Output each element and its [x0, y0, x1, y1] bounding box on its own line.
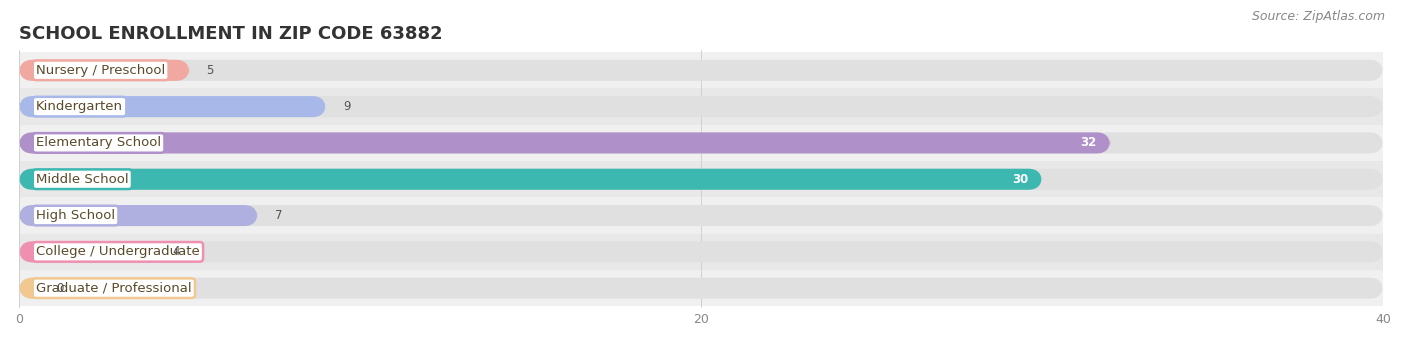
Text: Kindergarten: Kindergarten — [37, 100, 124, 113]
FancyBboxPatch shape — [20, 169, 1042, 190]
Text: Nursery / Preschool: Nursery / Preschool — [37, 64, 166, 77]
Text: 5: 5 — [207, 64, 214, 77]
Bar — [20, 52, 1384, 88]
FancyBboxPatch shape — [20, 96, 1384, 117]
Text: Graduate / Professional: Graduate / Professional — [37, 282, 191, 295]
Text: SCHOOL ENROLLMENT IN ZIP CODE 63882: SCHOOL ENROLLMENT IN ZIP CODE 63882 — [20, 25, 443, 43]
Text: 4: 4 — [173, 246, 180, 258]
Text: 32: 32 — [1080, 136, 1097, 149]
Text: Middle School: Middle School — [37, 173, 129, 186]
FancyBboxPatch shape — [20, 169, 1384, 190]
Text: 9: 9 — [343, 100, 350, 113]
Text: Elementary School: Elementary School — [37, 136, 162, 149]
Bar — [20, 125, 1384, 161]
Text: 30: 30 — [1012, 173, 1028, 186]
FancyBboxPatch shape — [20, 241, 1384, 262]
FancyBboxPatch shape — [20, 278, 1384, 299]
Text: Source: ZipAtlas.com: Source: ZipAtlas.com — [1251, 10, 1385, 23]
FancyBboxPatch shape — [20, 132, 1384, 153]
FancyBboxPatch shape — [20, 60, 190, 81]
FancyBboxPatch shape — [20, 60, 1384, 81]
Bar — [20, 234, 1384, 270]
Bar — [20, 270, 1384, 306]
FancyBboxPatch shape — [20, 205, 1384, 226]
Text: 0: 0 — [56, 282, 63, 295]
Bar — [20, 197, 1384, 234]
Text: 7: 7 — [274, 209, 283, 222]
FancyBboxPatch shape — [20, 96, 326, 117]
FancyBboxPatch shape — [20, 205, 257, 226]
Text: High School: High School — [37, 209, 115, 222]
Bar — [20, 161, 1384, 197]
FancyBboxPatch shape — [20, 241, 156, 262]
Bar — [20, 88, 1384, 125]
FancyBboxPatch shape — [20, 132, 1111, 153]
Text: College / Undergraduate: College / Undergraduate — [37, 246, 200, 258]
FancyBboxPatch shape — [20, 278, 46, 299]
